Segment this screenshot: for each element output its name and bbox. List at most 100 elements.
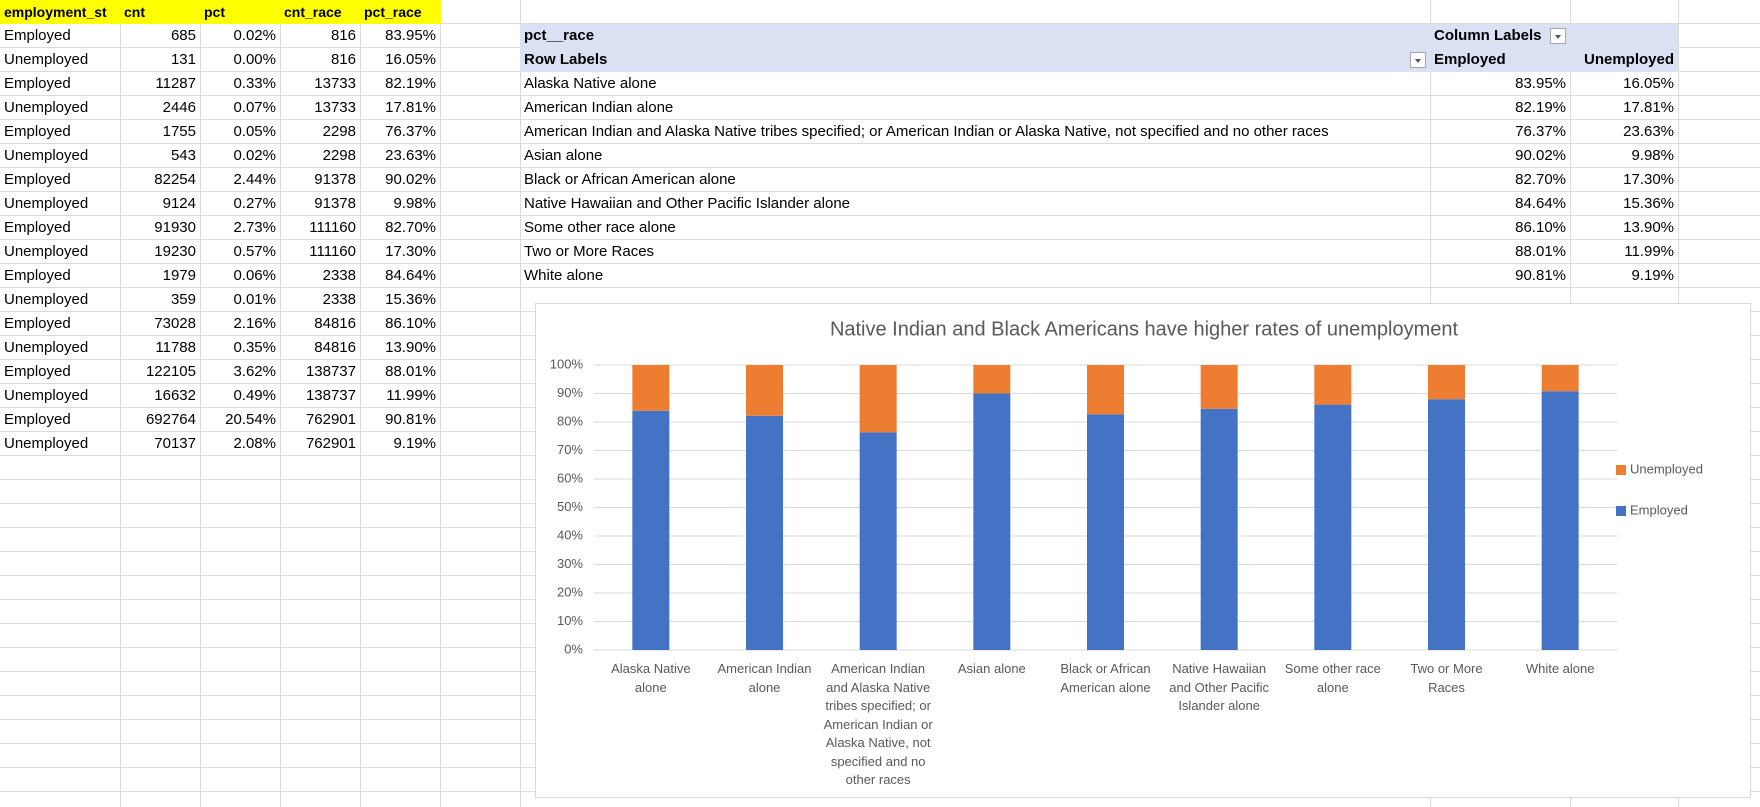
y-tick-label: 70%: [557, 442, 583, 457]
cell: 70137: [154, 435, 196, 452]
cell: Unemployed: [4, 147, 89, 164]
cell: 16632: [154, 387, 196, 404]
legend-swatch: [1616, 506, 1626, 516]
cell: 0.57%: [233, 243, 276, 260]
cell: 13.90%: [385, 339, 436, 356]
cell: 762901: [305, 435, 356, 452]
cell: 0.33%: [233, 75, 276, 92]
x-tick-label-box: White alone: [1526, 661, 1595, 676]
y-tick-label: 90%: [557, 385, 583, 400]
legend-swatch: [1616, 465, 1626, 475]
pivot-row-label: American Indian and Alaska Native tribes…: [524, 123, 1329, 140]
cell: 131: [170, 51, 196, 68]
pivot-value: 15.36%: [1623, 195, 1674, 212]
cell: 90.81%: [385, 411, 436, 428]
pivot-value: 11.99%: [1624, 243, 1674, 260]
x-tick-label-box: American Indian and Alaska Native tribes…: [823, 661, 933, 787]
cell: 2446: [162, 99, 196, 116]
cell: 90.02%: [385, 171, 436, 188]
cell: 17.81%: [385, 99, 436, 116]
cell: 17.30%: [385, 243, 436, 260]
cell: 138737: [305, 363, 356, 380]
column-border: [280, 0, 281, 807]
pivot-value: 76.37%: [1515, 123, 1566, 140]
pivot-value: 86.10%: [1515, 219, 1566, 236]
cell: 19230: [154, 243, 196, 260]
x-tick-label: Native Hawaiian and Other Pacific Island…: [1169, 661, 1270, 713]
y-tick-label: 10%: [557, 613, 583, 628]
pivot-value: 82.70%: [1515, 171, 1566, 188]
pivot-row-label: Asian alone: [524, 147, 603, 164]
cell: Employed: [4, 363, 71, 380]
cell: 2298: [322, 123, 356, 140]
header-cell: pct: [200, 0, 281, 24]
cell: 1979: [162, 267, 196, 284]
bar-segment: [1087, 365, 1124, 415]
cell: 13733: [314, 75, 356, 92]
pivot-value: 23.63%: [1623, 123, 1674, 140]
cell: 359: [170, 291, 196, 308]
cell: 9124: [162, 195, 196, 212]
cell: Unemployed: [4, 339, 89, 356]
cell: 0.07%: [233, 99, 276, 116]
pivot-column-header: Employed: [1430, 48, 1570, 72]
chart: Native Indian and Black Americans have h…: [550, 318, 1703, 787]
cell: Unemployed: [4, 387, 89, 404]
y-tick-label: 0%: [564, 641, 583, 656]
cell: 685: [170, 27, 196, 44]
bar-segment: [1314, 365, 1352, 405]
cell: 543: [170, 147, 196, 164]
pivot-row-label: Some other race alone: [524, 219, 676, 236]
filter-dropdown[interactable]: [1410, 52, 1426, 68]
filter-dropdown[interactable]: [1550, 28, 1566, 44]
legend-label: Unemployed: [1630, 461, 1703, 476]
cell: 0.02%: [233, 27, 276, 44]
bar-segment: [746, 415, 783, 650]
y-tick-label: 50%: [557, 499, 583, 514]
cell: 9.98%: [393, 195, 436, 212]
cell: Employed: [4, 315, 71, 332]
cell: 2338: [322, 267, 356, 284]
x-tick-label-box: Some other race alone: [1285, 661, 1381, 695]
pivot-value: 90.02%: [1515, 147, 1566, 164]
cell: 2.16%: [233, 315, 276, 332]
bar-segment: [1200, 408, 1238, 650]
x-tick-label-box: American Indian alone: [717, 661, 812, 695]
y-tick-label: 60%: [557, 470, 583, 485]
cell: 2.08%: [233, 435, 276, 452]
cell: Unemployed: [4, 51, 89, 68]
cell: 0.00%: [233, 51, 276, 68]
header-cell: cnt: [120, 0, 201, 24]
x-tick-label: Asian alone: [957, 661, 1026, 676]
cell: 111160: [309, 219, 356, 236]
x-tick-label-box: Two or More Races: [1410, 661, 1482, 695]
cell: Employed: [4, 267, 71, 284]
bar-segment: [973, 393, 1011, 650]
cell: 1755: [162, 123, 196, 140]
pivot-value: 17.30%: [1623, 171, 1674, 188]
cell: 82.19%: [385, 75, 436, 92]
x-tick-label: Black or African American alone: [1060, 661, 1151, 695]
cell: 13733: [314, 99, 356, 116]
cell: Unemployed: [4, 99, 89, 116]
bar-segment: [746, 365, 783, 416]
bar-segment: [1200, 365, 1238, 409]
cell: 2.44%: [233, 171, 276, 188]
cell: 86.10%: [385, 315, 436, 332]
x-tick-label: American Indian and Alaska Native tribes…: [823, 661, 933, 787]
bar-segment: [1087, 414, 1124, 650]
pivot-row-label: American Indian alone: [524, 99, 674, 116]
y-tick-label: 100%: [550, 356, 584, 371]
x-tick-label: American Indian alone: [717, 661, 812, 695]
bar-segment: [859, 432, 897, 650]
pivot-value: 17.81%: [1623, 99, 1674, 116]
cell: 23.63%: [385, 147, 436, 164]
cell: 111160: [309, 243, 356, 260]
cell: 83.95%: [385, 27, 436, 44]
pivot-row-label: Native Hawaiian and Other Pacific Island…: [524, 195, 851, 212]
pivot-row-label: Black or African American alone: [524, 171, 736, 188]
cell: 88.01%: [385, 363, 436, 380]
pivot-value: 13.90%: [1623, 219, 1674, 236]
pivot-value-field: pct__race: [520, 24, 1430, 48]
